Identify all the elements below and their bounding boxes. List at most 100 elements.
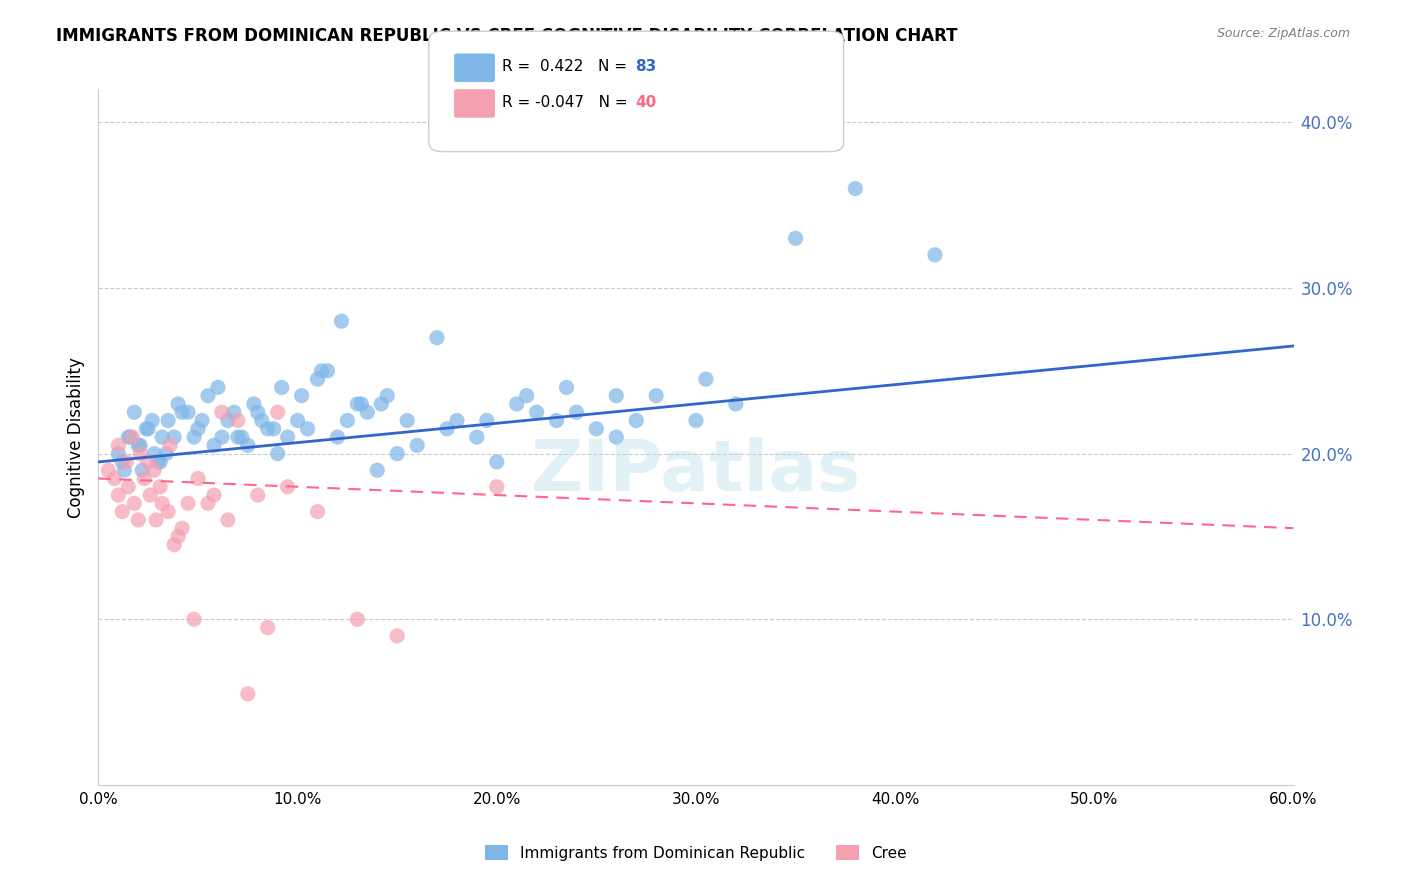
Point (277, 480, 299, 494)
Point (236, 438, 259, 452)
Point (585, 422, 607, 436)
Text: 83: 83 (636, 60, 657, 74)
Point (695, 372, 717, 386)
Point (844, 181, 866, 195)
Point (267, 405, 290, 419)
Point (291, 389, 314, 403)
Point (485, 455, 508, 469)
Point (120, 430, 142, 444)
Text: IMMIGRANTS FROM DOMINICAN REPUBLIC VS CREE COGNITIVE DISABILITY CORRELATION CHAR: IMMIGRANTS FROM DOMINICAN REPUBLIC VS CR… (56, 27, 957, 45)
Y-axis label: Cognitive Disability: Cognitive Disability (66, 357, 84, 517)
Point (157, 413, 180, 427)
Point (256, 422, 278, 436)
Point (121, 430, 143, 444)
Point (555, 380, 578, 394)
Point (117, 430, 139, 444)
Point (326, 430, 349, 444)
Point (785, 231, 807, 245)
Point (187, 471, 209, 485)
Point (136, 422, 159, 436)
Point (385, 629, 409, 643)
Point (516, 389, 538, 403)
Point (145, 513, 167, 527)
Point (97, 463, 120, 477)
Point (187, 422, 209, 436)
Point (183, 612, 205, 626)
Point (163, 538, 186, 552)
Point (134, 471, 156, 485)
Point (605, 430, 627, 444)
Point (436, 422, 458, 436)
Point (924, 248, 946, 262)
Point (112, 463, 135, 477)
Text: 40: 40 (636, 95, 657, 110)
Point (287, 413, 309, 427)
Point (149, 480, 172, 494)
Point (350, 397, 373, 411)
Point (107, 488, 129, 502)
Point (465, 430, 488, 444)
Point (226, 413, 249, 427)
Point (131, 463, 153, 477)
Point (724, 397, 747, 411)
Point (270, 380, 292, 394)
Point (197, 389, 219, 403)
Point (485, 480, 508, 494)
Point (307, 372, 329, 386)
Point (177, 496, 200, 510)
Point (148, 455, 170, 469)
Point (546, 413, 568, 427)
Point (256, 621, 278, 635)
Point (129, 438, 152, 452)
Point (124, 496, 146, 510)
Text: R =  0.422   N =: R = 0.422 N = (502, 60, 631, 74)
Point (565, 405, 588, 419)
Point (157, 505, 180, 519)
Point (150, 496, 173, 510)
Point (330, 314, 353, 328)
Point (163, 430, 186, 444)
Point (143, 447, 166, 461)
Point (149, 455, 172, 469)
Point (267, 447, 290, 461)
Point (316, 364, 339, 378)
Point (167, 529, 190, 543)
Point (115, 455, 138, 469)
Point (136, 455, 159, 469)
Point (626, 413, 648, 427)
Point (191, 413, 214, 427)
Point (246, 488, 269, 502)
Point (103, 471, 125, 485)
Point (211, 405, 233, 419)
Point (177, 405, 200, 419)
Point (111, 455, 134, 469)
Point (311, 364, 333, 378)
Point (124, 405, 146, 419)
Point (129, 447, 152, 461)
Point (127, 513, 149, 527)
Point (155, 447, 177, 461)
Point (605, 389, 627, 403)
Legend: Immigrants from Dominican Republic, Cree: Immigrants from Dominican Republic, Cree (485, 845, 907, 861)
Point (297, 422, 319, 436)
Point (183, 430, 205, 444)
Point (385, 447, 409, 461)
Point (211, 430, 233, 444)
Point (446, 413, 468, 427)
Point (685, 413, 707, 427)
Point (406, 438, 429, 452)
Point (135, 422, 157, 436)
Point (141, 413, 163, 427)
Point (159, 438, 181, 452)
Point (366, 463, 388, 477)
Point (645, 389, 668, 403)
Text: Source: ZipAtlas.com: Source: ZipAtlas.com (1216, 27, 1350, 40)
Point (396, 413, 419, 427)
Point (222, 405, 245, 419)
Point (526, 405, 548, 419)
Point (202, 438, 225, 452)
Point (426, 331, 449, 345)
Point (346, 612, 368, 626)
Text: R = -0.047   N =: R = -0.047 N = (502, 95, 633, 110)
Point (246, 405, 269, 419)
